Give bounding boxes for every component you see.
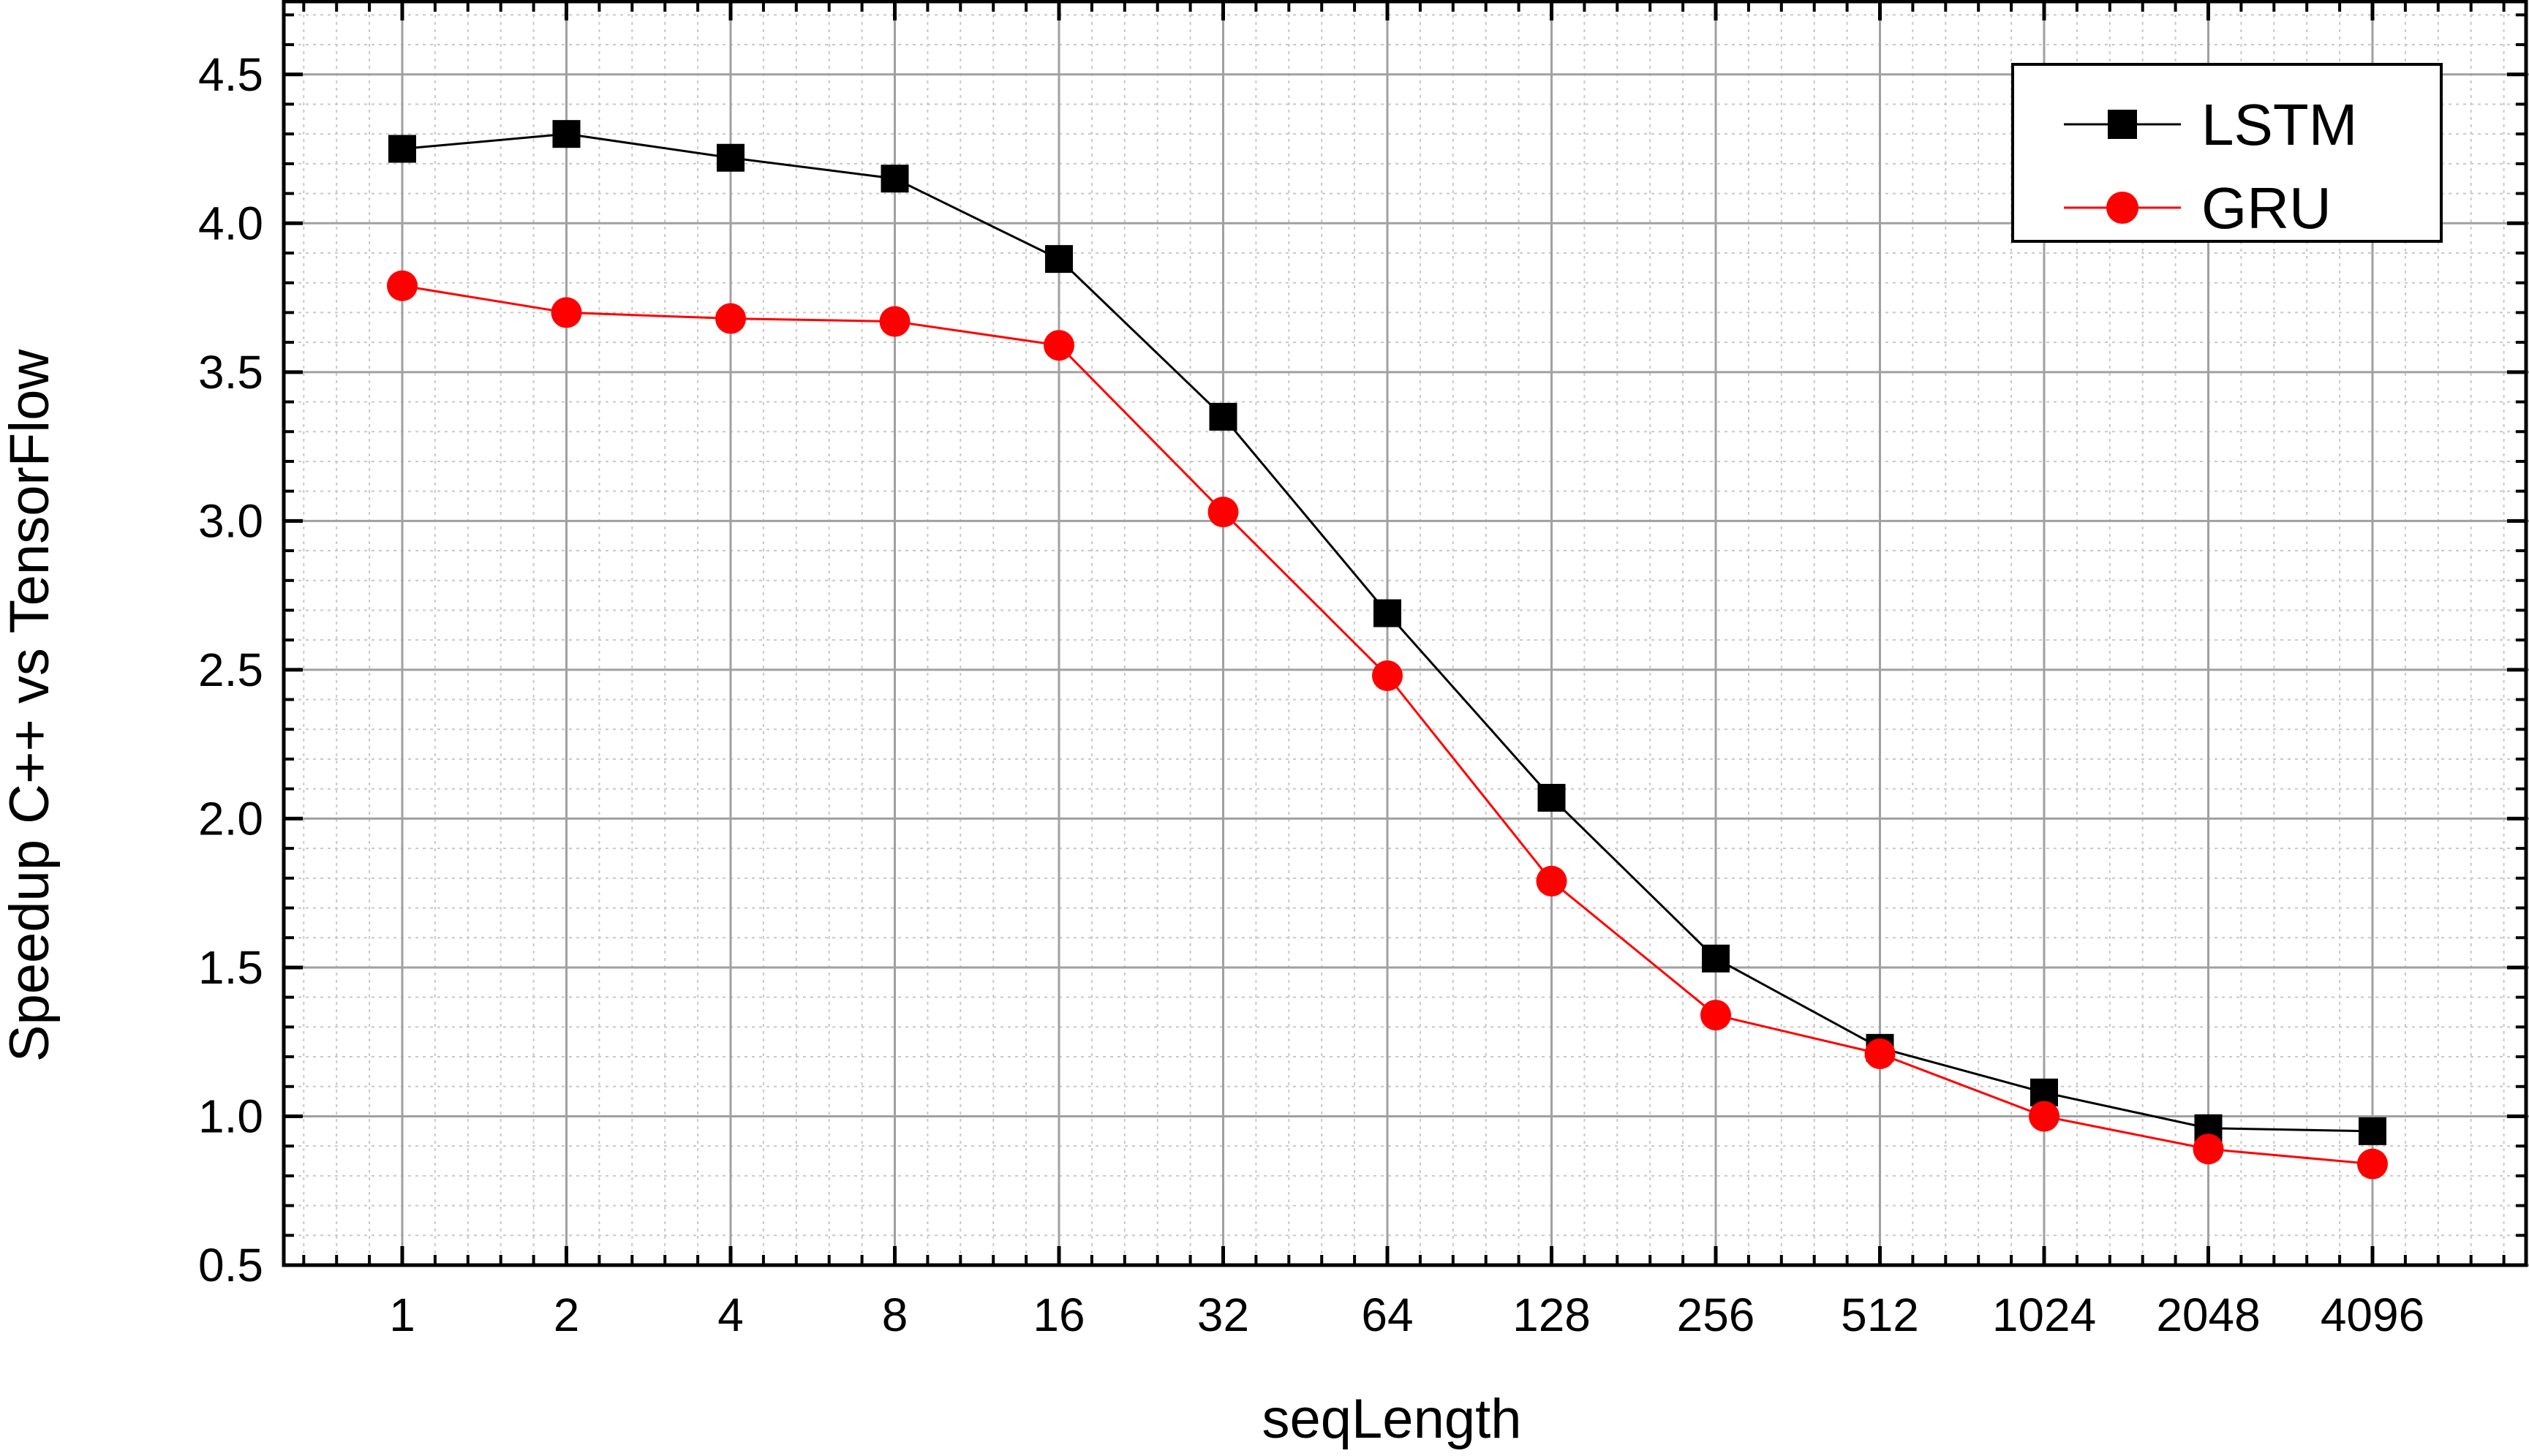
data-point-gru xyxy=(1044,330,1074,361)
legend: LSTM GRU xyxy=(2011,63,2443,243)
x-tick-label: 8 xyxy=(882,1289,908,1341)
data-point-gru xyxy=(1372,660,1403,692)
legend-marker-gru xyxy=(2106,192,2138,224)
data-point-lstm xyxy=(552,120,581,148)
legend-label-gru: GRU xyxy=(2201,176,2332,241)
x-tick-label: 64 xyxy=(1361,1289,1413,1341)
plot-frame xyxy=(282,0,2528,1267)
axis-ticks: 0.5 1.0 1.5 2.0 2.5 3.0 3.5 4.0 4.5 1 2 4 8 16 32 64 128… xyxy=(198,1,2526,1341)
data-point-gru xyxy=(2029,1101,2059,1132)
x-tick-label: 1024 xyxy=(1992,1289,2096,1341)
x-tick-label: 4096 xyxy=(2321,1289,2424,1341)
data-point-gru xyxy=(551,297,582,328)
plot-border xyxy=(282,0,2528,1267)
y-tick-label: 1.0 xyxy=(198,1090,263,1142)
data-point-lstm xyxy=(2359,1117,2386,1145)
data-point-lstm xyxy=(1209,402,1237,431)
y-tick-label: 3.0 xyxy=(198,494,263,547)
y-tick-label: 0.5 xyxy=(198,1239,263,1291)
data-point-gru xyxy=(2357,1148,2388,1180)
data-point-lstm xyxy=(881,165,909,193)
y-tick-label: 4.0 xyxy=(198,197,263,249)
legend-box xyxy=(2011,63,2443,243)
axis-labels: seqLength Speedup C++ vs TensorFlow xyxy=(0,349,1522,1450)
data-point-gru xyxy=(2193,1134,2224,1165)
x-tick-label: 2048 xyxy=(2156,1289,2260,1341)
grid xyxy=(284,0,2529,1267)
y-tick-label: 1.5 xyxy=(198,941,263,994)
y-tick-label: 2.5 xyxy=(198,644,263,696)
data-point-lstm xyxy=(1373,599,1401,627)
data-point-lstm xyxy=(1045,245,1073,274)
data-point-gru xyxy=(387,270,418,301)
y-axis-label: Speedup C++ vs TensorFlow xyxy=(0,349,61,1063)
data-point-lstm xyxy=(1537,783,1566,812)
x-tick-label: 128 xyxy=(1512,1289,1591,1341)
x-tick-label: 32 xyxy=(1197,1289,1249,1341)
data-point-gru xyxy=(715,303,746,334)
data-point-gru xyxy=(1207,497,1239,528)
data-point-gru xyxy=(879,306,911,337)
x-tick-label: 4 xyxy=(717,1289,744,1341)
x-tick-label: 2 xyxy=(554,1289,580,1341)
y-tick-label: 3.5 xyxy=(198,346,263,399)
legend-marker-lstm xyxy=(2108,110,2137,139)
series-layer xyxy=(387,120,2388,1180)
x-tick-label: 1 xyxy=(389,1289,415,1341)
x-tick-label: 256 xyxy=(1677,1289,1755,1341)
legend-label-lstm: LSTM xyxy=(2201,92,2357,157)
data-point-gru xyxy=(1700,1000,1731,1031)
y-tick-label: 2.0 xyxy=(198,792,263,845)
x-tick-label: 512 xyxy=(1841,1289,1919,1341)
x-axis-label: seqLength xyxy=(1262,1388,1522,1450)
data-point-lstm xyxy=(717,143,745,172)
y-tick-label: 4.5 xyxy=(198,48,263,101)
data-point-gru xyxy=(1864,1038,1896,1069)
data-point-lstm xyxy=(388,135,416,163)
data-point-lstm xyxy=(1702,944,1730,973)
data-point-gru xyxy=(1536,865,1567,897)
x-tick-label: 16 xyxy=(1033,1289,1085,1341)
